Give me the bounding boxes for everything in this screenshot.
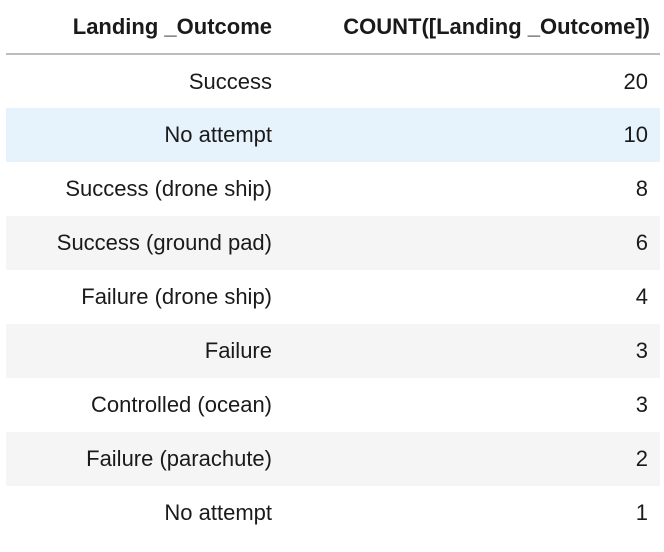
cell-count: 20 (623, 68, 648, 94)
cell-count: 4 (635, 284, 648, 309)
cell-landing-outcome: Success (188, 68, 272, 94)
cell-count: 3 (635, 392, 648, 417)
table-row: Success (ground pad) 6 (6, 216, 660, 270)
query-result-output: Landing _Outcome COUNT([Landing _Outcome… (6, 0, 660, 540)
cell-count: 1 (635, 500, 648, 525)
cell-landing-outcome: Failure (drone ship) (81, 284, 272, 309)
cell-landing-outcome: Failure (204, 338, 272, 363)
table-row: Failure (parachute) 2 (6, 432, 660, 486)
cell-count: 8 (635, 176, 648, 201)
cell-count: 2 (635, 446, 648, 471)
cell-landing-outcome: Success (drone ship) (65, 176, 272, 201)
table-row: Failure (drone ship) 4 (6, 270, 660, 324)
table-header: Landing _Outcome COUNT([Landing _Outcome… (6, 0, 660, 55)
cell-count: 10 (623, 122, 648, 147)
table-row: Controlled (ocean) 3 (6, 378, 660, 432)
cell-landing-outcome: Controlled (ocean) (91, 392, 272, 417)
cell-landing-outcome: No attempt (164, 500, 272, 525)
table-row: No attempt 1 (6, 486, 660, 540)
table-row: Failure 3 (6, 324, 660, 378)
table-row: No attempt 10 (6, 108, 660, 162)
table-body: Success 20 No attempt 10 Success (drone … (6, 54, 660, 540)
cell-landing-outcome: No attempt (164, 122, 272, 147)
cell-landing-outcome: Failure (parachute) (86, 446, 272, 471)
cell-landing-outcome: Success (ground pad) (56, 230, 272, 255)
table-row: Success (drone ship) 8 (6, 162, 660, 216)
header-row: Landing _Outcome COUNT([Landing _Outcome… (6, 0, 660, 55)
cell-count: 6 (635, 230, 648, 255)
cell-count: 3 (635, 338, 648, 363)
column-header-count: COUNT([Landing _Outcome]) (276, 0, 660, 55)
column-header-landing-outcome: Landing _Outcome (6, 0, 276, 55)
table-row: Success 20 (6, 54, 660, 108)
result-table: Landing _Outcome COUNT([Landing _Outcome… (6, 0, 660, 540)
